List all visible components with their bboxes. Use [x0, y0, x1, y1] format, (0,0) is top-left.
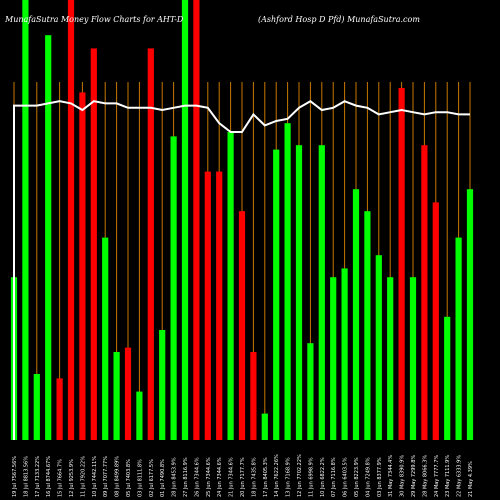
average-line: [13, 99, 470, 440]
x-tick-label: 01 Jul 7490.8%: [160, 459, 166, 497]
bar: [113, 352, 120, 440]
bar: [45, 35, 52, 440]
bar: [273, 149, 280, 440]
bar: [444, 316, 451, 440]
x-tick-label: 12 Jul 9253.9%: [69, 459, 75, 497]
bar: [67, 0, 75, 440]
header-right-title: (Ashford Hosp D Pfd) MunafaSutra.com: [258, 15, 420, 24]
x-tick-label: 05 Jul 7403.8%: [126, 459, 132, 497]
x-tick-label: 12 Jun 7702.22%: [297, 454, 303, 497]
x-tick-label: 03 Jul 8111.8%: [137, 459, 143, 497]
bar: [284, 123, 291, 440]
bar: [364, 211, 371, 440]
bar: [181, 0, 189, 440]
x-tick-label: 10 Jun 6822.2%: [320, 457, 326, 497]
x-tick-label: 14 Jun 7622.26%: [274, 454, 280, 497]
bar: [330, 277, 337, 440]
x-tick-label: 07 Jun 7116.8%: [331, 457, 337, 497]
x-tick-label: 10 Jul 7442.11%: [92, 456, 98, 497]
bar: [124, 347, 132, 440]
bar: [432, 202, 439, 440]
bar: [466, 189, 474, 440]
x-tick-label: 11 Jul 7920.22%: [80, 456, 86, 497]
bar: [387, 277, 394, 440]
x-tick-label: 26 Jun 7344.6%: [194, 457, 200, 497]
x-tick-label: 27 Jun 8116.9%: [183, 457, 189, 497]
bar: [398, 88, 405, 440]
bar: [318, 145, 325, 440]
x-tick-label: 28 May 8066.3%: [422, 455, 428, 497]
x-tick-label: 21 Jun 7344.6%: [229, 457, 235, 497]
bar: [352, 189, 360, 440]
bar: [22, 0, 29, 440]
x-tick-label: 28 Jun 8453.9%: [172, 457, 178, 497]
bar: [204, 171, 211, 440]
bar: [250, 352, 257, 440]
x-tick-label: 17 Jun 8405.3%: [263, 457, 269, 497]
x-tick-label: 24 Jun 7344.6%: [217, 457, 223, 497]
x-tick-label: 20 Jun 7177.7%: [240, 457, 246, 497]
bar: [170, 136, 177, 440]
x-tick-label: 25 Jun 7344.6%: [206, 457, 212, 497]
x-tick-label: 15 Jul 7664.7%: [58, 459, 64, 497]
bar: [409, 277, 417, 440]
x-tick-label: 29 May 7299.8%: [411, 455, 417, 497]
bar: [193, 0, 200, 440]
bar: [307, 343, 314, 440]
x-tick-label: 06 Jun 6403.5%: [343, 457, 349, 497]
bar: [56, 378, 63, 440]
x-tick-label: 04 Jun 7249.8%: [365, 457, 371, 497]
header-left-title: MunafaSutra Money Flow Charts for AHT-D: [5, 15, 184, 24]
x-tick-label: 24 May 7777.7%: [434, 455, 440, 497]
x-tick-label: 18 Jul 8813.56%: [23, 456, 29, 497]
bar: [455, 237, 462, 440]
bar: [216, 171, 223, 440]
bar: [341, 268, 348, 440]
bars: [10, 0, 474, 441]
bar: [90, 48, 97, 441]
x-tick-label: 17 Jul 7133.22%: [35, 456, 41, 497]
bar: [375, 255, 382, 440]
bar: [238, 211, 246, 440]
x-tick-label: 18 Jun 7435.8%: [251, 457, 257, 497]
x-tick-label: 05 Jun 8223.9%: [354, 457, 360, 497]
x-tick-label: 03 Jun 8377.9%: [377, 457, 383, 497]
bar: [295, 145, 303, 440]
x-tick-label: 21 May 4.39%: [468, 461, 474, 497]
x-tick-label: 23 May 7111.9%: [445, 455, 451, 497]
bar: [421, 145, 428, 440]
bar: [102, 237, 109, 440]
bar: [33, 374, 40, 440]
bar: [147, 48, 154, 441]
x-tick-label: 02 Jul 6177.5%: [149, 459, 155, 497]
bar: [227, 132, 234, 440]
bar: [79, 92, 86, 441]
bar: [159, 330, 166, 440]
x-tick-label: 11 Jun 6998.9%: [308, 457, 314, 497]
x-tick-label: 22 May 6333.9%: [457, 455, 463, 497]
x-tick-label: 13 Jun 7168.9%: [286, 457, 292, 497]
x-tick-label: 09 Jul 7077.77%: [103, 456, 109, 497]
x-tick-labels: 19 Jul 7567.56% 18 Jul 8813.56% 17 Jul 713…: [12, 454, 474, 497]
x-tick-label: 08 Jul 8499.89%: [115, 456, 121, 497]
x-tick-label: 19 Jul 7567.56%: [12, 456, 18, 497]
x-tick-label: 30 May 8390.9%: [400, 455, 406, 497]
x-tick-label: 31 May 7344.4%: [388, 455, 394, 497]
bar: [136, 391, 143, 440]
x-tick-label: 16 Jul 8744.67%: [46, 456, 52, 497]
bar: [261, 413, 268, 440]
